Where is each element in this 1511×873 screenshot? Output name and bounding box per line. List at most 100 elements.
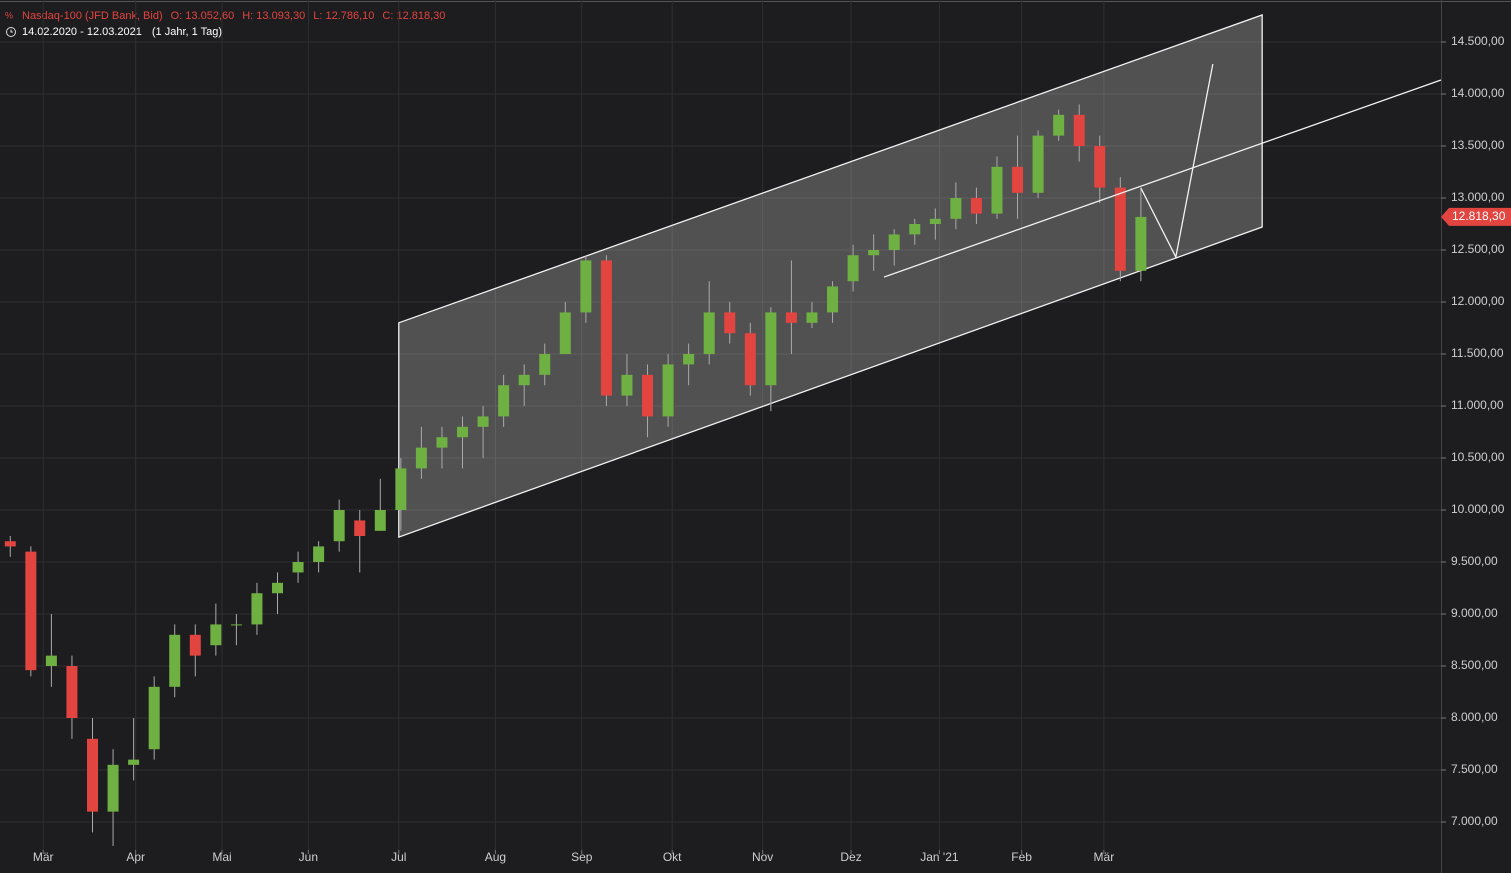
candle-body	[66, 666, 78, 719]
candle-body	[251, 593, 263, 625]
y-tick-label: 13.000,00	[1451, 190, 1505, 204]
trend-line	[883, 79, 1442, 278]
candle-body	[765, 312, 777, 386]
y-tick-label: 11.000,00	[1451, 398, 1504, 412]
candle-body	[662, 364, 674, 417]
y-tick-label: 11.500,00	[1451, 346, 1504, 360]
candle-body	[87, 738, 99, 812]
channel-area	[398, 14, 1263, 538]
x-tick-label: Mär	[33, 850, 54, 864]
candle-body	[642, 374, 654, 417]
candle-body	[868, 250, 880, 256]
candle-body	[559, 312, 571, 355]
grid	[0, 0, 1441, 850]
candle-body	[107, 764, 119, 812]
candle-body	[847, 255, 859, 282]
candle-body	[498, 385, 510, 417]
y-tick-label: 9.000,00	[1451, 606, 1498, 620]
candle-body	[374, 510, 386, 531]
candle-body	[785, 312, 797, 323]
candle-body	[210, 624, 222, 646]
y-tick-label: 14.500,00	[1451, 34, 1505, 48]
x-tick-label: Sep	[571, 850, 593, 864]
candle-body	[477, 416, 489, 427]
y-tick-label: 7.500,00	[1451, 762, 1498, 776]
candle-body	[354, 520, 366, 537]
period: (1 Jahr, 1 Tag)	[152, 26, 222, 38]
candle-body	[703, 312, 715, 355]
y-tick-label: 8.000,00	[1451, 710, 1498, 724]
y-tick-label: 14.000,00	[1451, 86, 1505, 100]
candle-body	[292, 562, 304, 573]
candle-body	[1094, 146, 1106, 188]
candle-body	[909, 224, 921, 235]
candle-body	[950, 198, 962, 219]
x-tick-label: Feb	[1011, 850, 1032, 864]
candle-body	[415, 447, 427, 469]
candle-body	[970, 198, 982, 214]
clock-hand	[10, 29, 13, 33]
y-tick-label: 12.000,00	[1451, 294, 1505, 308]
last-price-label: 12.818,30	[1452, 209, 1506, 223]
candle-body	[929, 218, 941, 225]
x-tick-label: Okt	[663, 850, 682, 864]
candle-body	[806, 312, 818, 323]
symbol-icon: %	[5, 10, 13, 20]
x-tick-label: Nov	[752, 850, 773, 864]
candle-body	[45, 655, 57, 667]
candle-body	[189, 634, 201, 656]
date-range: 14.02.2020 - 12.03.2021	[22, 26, 142, 38]
ohlc-value: H: 13.093,30	[242, 10, 305, 22]
candle-body	[230, 624, 242, 626]
candle-body	[1114, 187, 1126, 271]
candle-body	[1012, 166, 1024, 193]
candle-body	[621, 374, 633, 396]
candle-body	[148, 686, 160, 750]
candle-body	[25, 551, 37, 671]
candle-body	[724, 312, 736, 334]
candle-body	[1032, 135, 1044, 193]
candles	[4, 104, 1147, 846]
candle-body	[128, 759, 140, 765]
x-tick-label: Aug	[485, 850, 506, 864]
y-tick-label: 10.500,00	[1451, 450, 1505, 464]
x-tick-label: Mär	[1094, 850, 1115, 864]
candle-body	[457, 426, 469, 438]
ohlc-value: L: 12.786,10	[313, 10, 374, 22]
x-tick-label: Jul	[391, 850, 406, 864]
candle-body	[272, 582, 284, 594]
header: % Nasdaq-100 (JFD Bank, Bid) 14.02.2020 …	[5, 10, 445, 38]
ohlc-value: O: 13.052,60	[171, 10, 235, 22]
y-tick-label: 8.500,00	[1451, 658, 1498, 672]
candle-body	[169, 634, 181, 687]
candle-body	[1073, 114, 1085, 147]
candle-body	[518, 374, 530, 386]
instrument-title: Nasdaq-100 (JFD Bank, Bid)	[22, 10, 163, 22]
last-price-badge	[1441, 207, 1511, 226]
y-tick-label: 12.500,00	[1451, 242, 1505, 256]
x-tick-label: Apr	[126, 850, 145, 864]
y-tick-label: 10.000,00	[1451, 502, 1505, 516]
y-tick-label: 9.500,00	[1451, 554, 1498, 568]
candle-body	[744, 333, 756, 386]
candle-body	[313, 546, 325, 563]
candle-body	[333, 510, 345, 542]
candle-body	[683, 354, 695, 365]
y-tick-label: 13.500,00	[1451, 138, 1505, 152]
candle-body	[539, 354, 551, 375]
candle-body	[580, 260, 592, 313]
candle-body	[827, 286, 839, 313]
candle-body	[888, 234, 900, 251]
candle-body	[1135, 216, 1147, 271]
x-tick-label: Jan '21	[920, 850, 959, 864]
candle-body	[1053, 114, 1065, 136]
x-tick-label: Dez	[840, 850, 861, 864]
candle-body	[4, 541, 16, 547]
y-tick-label: 7.000,00	[1451, 814, 1498, 828]
x-tick-label: Mai	[212, 850, 231, 864]
projection-line	[1140, 63, 1214, 259]
x-tick-label: Jun	[299, 850, 318, 864]
